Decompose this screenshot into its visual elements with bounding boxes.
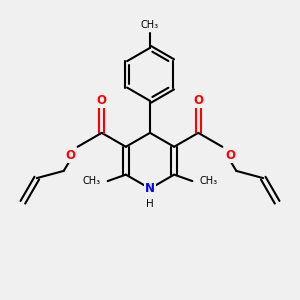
Text: N: N: [145, 182, 155, 195]
Text: O: O: [193, 94, 203, 107]
Text: O: O: [225, 149, 235, 163]
Text: O: O: [65, 149, 75, 163]
Text: H: H: [146, 199, 154, 208]
Text: O: O: [97, 94, 107, 107]
Text: CH₃: CH₃: [199, 176, 218, 186]
Text: CH₃: CH₃: [82, 176, 101, 186]
Text: CH₃: CH₃: [141, 20, 159, 30]
